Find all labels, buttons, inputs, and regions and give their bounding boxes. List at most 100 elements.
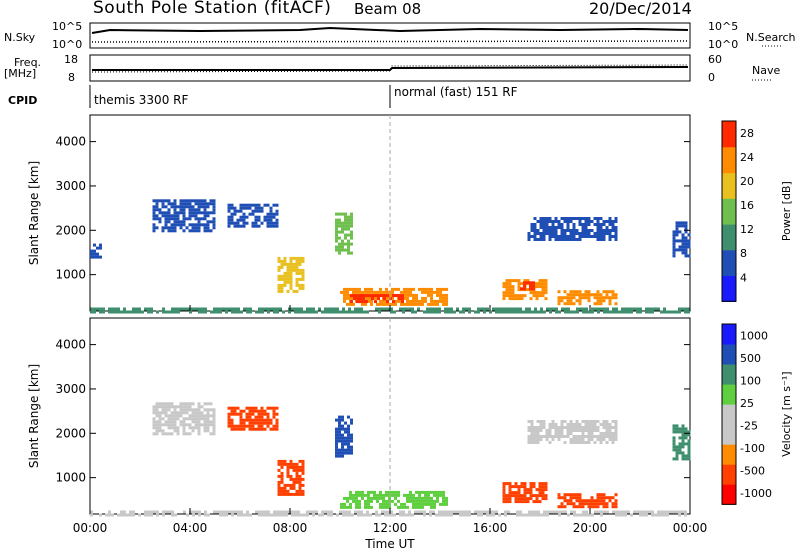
scatter-cell: [364, 493, 367, 497]
scatter-cell: [203, 217, 207, 221]
scatter-cell: [548, 235, 552, 238]
scatter-cell: [596, 296, 600, 300]
scatter-cell: [537, 513, 540, 517]
scatter-cell: [544, 285, 548, 289]
scatter-cell: [542, 435, 546, 438]
scatter-cell: [563, 290, 567, 294]
scatter-cell: [275, 406, 279, 410]
scatter-cell: [387, 510, 390, 514]
scatter-cell: [156, 510, 159, 514]
scatter-cell: [294, 310, 297, 314]
scatter-cell: [502, 285, 506, 289]
scatter-cell: [245, 415, 249, 419]
scatter-cell: [557, 290, 561, 294]
scatter-cell: [206, 214, 210, 218]
scatter-cell: [441, 510, 444, 514]
scatter-cell: [557, 299, 561, 303]
scatter-cell: [527, 438, 531, 441]
cpid-label: CPID: [8, 94, 37, 107]
scatter-cell: [572, 423, 576, 426]
scatter-cell: [173, 408, 177, 412]
scatter-cell: [341, 451, 344, 455]
scatter-cell: [608, 429, 612, 432]
scatter-cell: [338, 421, 341, 425]
scatter-cell: [277, 462, 281, 466]
scatter-cell: [593, 429, 597, 432]
scatter-cell: [560, 226, 564, 229]
scatter-cell: [237, 310, 240, 314]
scatter-cell: [575, 217, 579, 220]
scatter-cell: [155, 208, 159, 212]
scatter-cell: [560, 426, 564, 429]
scatter-cell: [605, 229, 609, 232]
scatter-cell: [344, 448, 347, 452]
scatter-cell: [260, 412, 264, 416]
scatter-cell: [445, 302, 448, 306]
scatter-cell: [301, 468, 305, 472]
colorbar-frame: [721, 323, 737, 505]
scatter-cell: [280, 262, 284, 266]
scatter-cell: [430, 490, 433, 494]
scatter-cell: [294, 513, 297, 517]
scatter-cell: [298, 283, 302, 287]
scatter-cell: [394, 496, 397, 500]
scatter-cell: [359, 294, 362, 298]
scatter-cell: [283, 459, 287, 463]
scatter-cell: [99, 310, 102, 314]
scatter-cell: [338, 424, 341, 428]
scatter-cell: [289, 492, 293, 496]
scatter-cell: [269, 427, 273, 431]
scatter-cell: [581, 438, 585, 441]
scatter-cell: [295, 492, 299, 496]
scatter-cell: [599, 302, 603, 306]
scatter-cell: [530, 435, 534, 438]
scatter-cell: [277, 459, 281, 463]
scatter-cell: [266, 218, 270, 222]
scatter-cell: [456, 307, 459, 311]
scatter-cell: [569, 232, 573, 235]
scatter-cell: [520, 294, 524, 298]
scatter-cell: [511, 288, 515, 292]
scatter-cell: [611, 432, 615, 435]
scatter-cell: [403, 296, 406, 300]
scatter-cell: [575, 496, 579, 500]
scatter-cell: [532, 284, 535, 288]
scatter-cell: [508, 494, 512, 498]
scatter-cell: [544, 494, 548, 498]
scatter-cell: [605, 226, 609, 229]
scatter-cell: [678, 224, 682, 228]
scatter-cell: [295, 265, 299, 269]
scatter-cell: [544, 497, 548, 501]
scatter-cell: [681, 248, 685, 252]
scatter-cell: [511, 294, 515, 298]
scatter-cell: [346, 290, 349, 294]
scatter-cell: [492, 510, 495, 514]
scatter-cell: [280, 265, 284, 269]
scatter-cell: [188, 199, 192, 203]
scatter-cell: [541, 497, 545, 501]
scatter-cell: [367, 493, 370, 497]
scatter-cell: [587, 229, 591, 232]
scatter-cell: [182, 402, 186, 406]
scatter-cell: [333, 307, 336, 311]
scatter-cell: [575, 420, 579, 423]
scatter-cell: [203, 214, 207, 218]
scatter-cell: [523, 294, 527, 298]
scatter-cell: [614, 432, 618, 435]
scatter-cell: [182, 423, 186, 427]
scatter-cell: [277, 486, 281, 490]
scatter-cell: [542, 420, 546, 423]
scatter-cell: [569, 499, 573, 503]
scatter-cell: [572, 223, 576, 226]
scatter-cell: [605, 296, 609, 300]
scatter-cell: [209, 202, 213, 206]
scatter-cell: [587, 441, 591, 444]
scatter-cell: [510, 307, 513, 311]
colorbar-tick-label: 12: [740, 223, 754, 236]
scatter-cell: [182, 426, 186, 430]
scatter-cell: [286, 274, 290, 278]
scatter-cell: [584, 423, 588, 426]
scatter-cell: [280, 477, 284, 481]
scatter-cell: [551, 229, 555, 232]
scatter-cell: [391, 290, 394, 294]
